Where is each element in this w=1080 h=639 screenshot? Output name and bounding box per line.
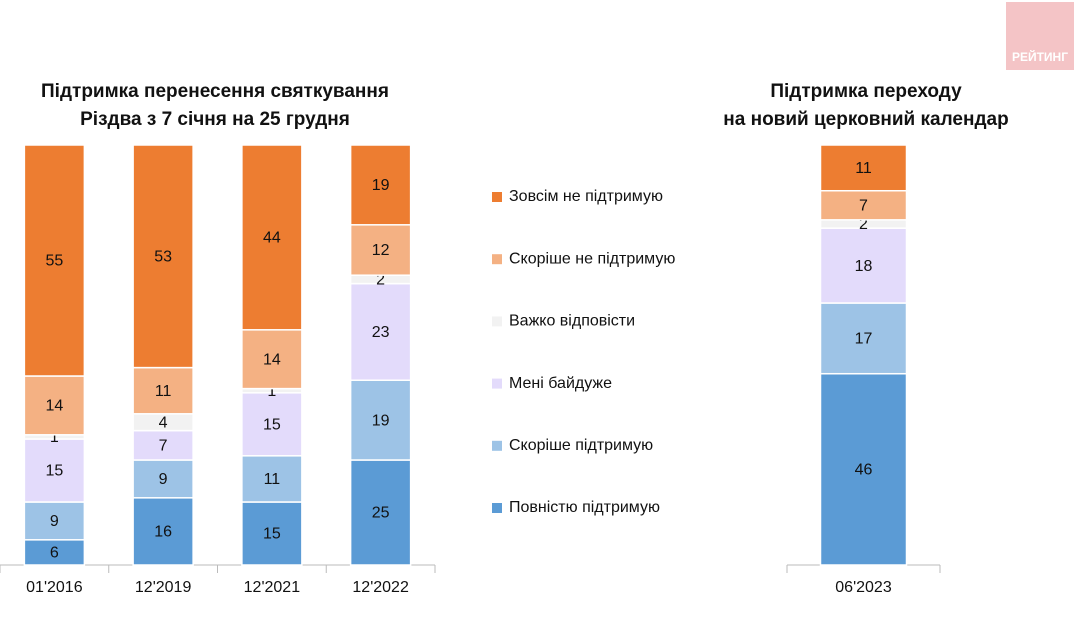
x-tick-label: 12'2022 — [352, 579, 409, 596]
bar-segment — [132, 429, 194, 461]
bar-segment — [349, 144, 412, 226]
legend-label: Скоріше підтримую — [509, 437, 653, 454]
bar-segment — [349, 379, 412, 461]
bar-segment — [132, 459, 194, 499]
x-tick-label: 12'2019 — [135, 579, 192, 596]
bar-segment — [23, 438, 86, 503]
value-label: 53 — [154, 249, 172, 266]
value-label: 19 — [372, 412, 390, 429]
legend-label: Повністю підтримую — [509, 499, 660, 516]
value-label: 23 — [372, 324, 390, 341]
value-label: 11 — [855, 160, 872, 177]
value-label: 12 — [372, 242, 390, 259]
legend-swatch — [492, 254, 502, 265]
value-label: 17 — [855, 331, 873, 348]
legend-label: Мені байдуже — [509, 375, 612, 392]
value-label: 2 — [376, 272, 385, 289]
value-label: 55 — [45, 253, 63, 270]
bar-segment — [819, 372, 908, 566]
bar-segment — [349, 224, 412, 276]
value-label: 15 — [45, 463, 63, 480]
value-label: 11 — [264, 471, 281, 488]
value-label: 9 — [50, 513, 59, 530]
value-label: 11 — [155, 383, 172, 400]
logo-box — [1006, 2, 1074, 70]
bar-segment — [241, 329, 303, 390]
value-label: 6 — [50, 545, 59, 562]
bar-segment — [241, 455, 303, 503]
value-label: 7 — [859, 198, 868, 215]
bar-segment — [23, 501, 86, 541]
chart-title: на новий церковний календар — [723, 109, 1008, 130]
bar-segment — [349, 282, 412, 381]
legend-label: Важко відповісти — [509, 313, 635, 330]
x-tick-label: 12'2021 — [244, 579, 301, 596]
bar-segment — [241, 144, 303, 331]
value-label: 44 — [263, 230, 281, 247]
legend-label: Зовсім не підтримую — [509, 188, 663, 205]
value-label: 19 — [372, 177, 390, 194]
legend-swatch — [492, 316, 502, 327]
bar-segment — [349, 459, 412, 566]
chart-title: Підтримка переходу — [770, 81, 962, 102]
legend-label: Скоріше не підтримую — [509, 250, 675, 267]
bar-segment — [819, 302, 908, 375]
legend-swatch — [492, 378, 502, 389]
bar-segment — [132, 144, 194, 369]
value-label: 46 — [855, 462, 873, 479]
x-tick-label: 06'2023 — [835, 579, 892, 596]
chart-title: Підтримка перенесення святкування — [41, 81, 389, 102]
bar-segment — [819, 189, 908, 221]
logo: РЕЙТИНГ — [1012, 49, 1068, 64]
value-label: 14 — [45, 398, 63, 415]
value-label: 1 — [267, 383, 276, 400]
value-label: 14 — [263, 351, 281, 368]
value-label: 25 — [372, 505, 390, 522]
value-label: 18 — [855, 258, 873, 275]
value-label: 4 — [159, 414, 168, 431]
legend-swatch — [492, 192, 502, 202]
bar-segment — [23, 539, 86, 566]
value-label: 15 — [263, 526, 281, 543]
legend-swatch — [492, 440, 502, 451]
bar-segment — [132, 366, 194, 415]
bar-segment — [132, 497, 194, 566]
value-label: 9 — [159, 471, 168, 488]
value-label: 15 — [263, 417, 281, 434]
value-label: 1 — [50, 429, 59, 446]
bar-segment — [819, 144, 908, 192]
value-label: 16 — [154, 524, 172, 541]
bar-segment — [241, 392, 303, 457]
chart-title: Різдва з 7 січня на 25 грудня — [80, 109, 350, 130]
value-label: 7 — [159, 438, 168, 455]
legend-swatch — [492, 503, 502, 513]
x-tick-label: 01'2016 — [26, 579, 83, 596]
value-label: 2 — [859, 216, 868, 233]
bar-segment — [23, 375, 86, 436]
bar-segment — [23, 144, 86, 377]
